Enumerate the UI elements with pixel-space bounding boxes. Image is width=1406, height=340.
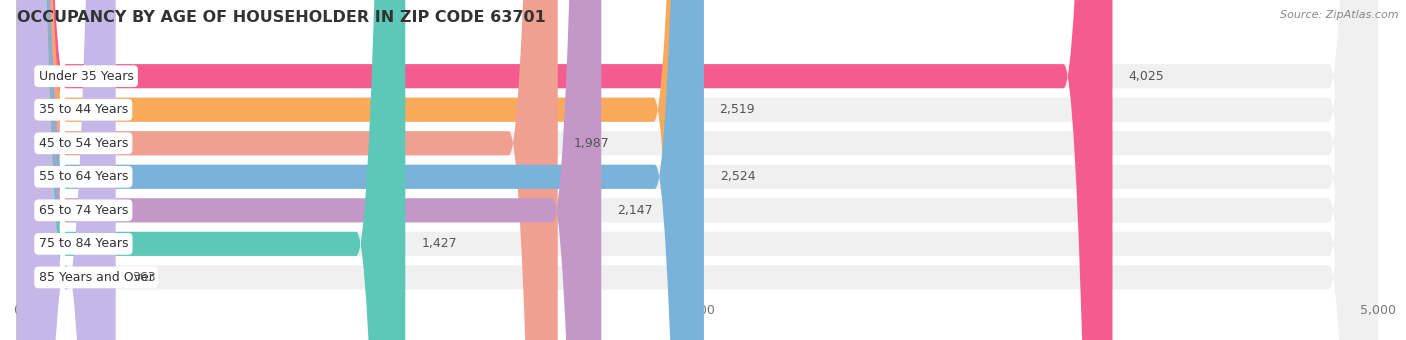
FancyBboxPatch shape xyxy=(17,0,704,340)
FancyBboxPatch shape xyxy=(17,0,1378,340)
Text: 75 to 84 Years: 75 to 84 Years xyxy=(38,237,128,250)
FancyBboxPatch shape xyxy=(17,0,558,340)
Text: 85 Years and Over: 85 Years and Over xyxy=(38,271,153,284)
FancyBboxPatch shape xyxy=(17,0,1378,340)
FancyBboxPatch shape xyxy=(17,0,1378,340)
FancyBboxPatch shape xyxy=(17,0,1378,340)
FancyBboxPatch shape xyxy=(17,0,1378,340)
Text: 2,147: 2,147 xyxy=(617,204,654,217)
Text: Under 35 Years: Under 35 Years xyxy=(38,70,134,83)
Text: 4,025: 4,025 xyxy=(1129,70,1164,83)
Text: 1,987: 1,987 xyxy=(574,137,610,150)
FancyBboxPatch shape xyxy=(17,0,1112,340)
Text: 55 to 64 Years: 55 to 64 Years xyxy=(38,170,128,183)
FancyBboxPatch shape xyxy=(17,0,1378,340)
FancyBboxPatch shape xyxy=(17,0,703,340)
Text: OCCUPANCY BY AGE OF HOUSEHOLDER IN ZIP CODE 63701: OCCUPANCY BY AGE OF HOUSEHOLDER IN ZIP C… xyxy=(17,10,546,25)
FancyBboxPatch shape xyxy=(17,0,405,340)
Text: 363: 363 xyxy=(132,271,156,284)
Text: 2,519: 2,519 xyxy=(718,103,755,116)
Text: 35 to 44 Years: 35 to 44 Years xyxy=(38,103,128,116)
FancyBboxPatch shape xyxy=(17,0,1378,340)
FancyBboxPatch shape xyxy=(17,0,602,340)
FancyBboxPatch shape xyxy=(17,0,115,340)
Text: 1,427: 1,427 xyxy=(422,237,457,250)
Text: 65 to 74 Years: 65 to 74 Years xyxy=(38,204,128,217)
Text: 45 to 54 Years: 45 to 54 Years xyxy=(38,137,128,150)
Text: Source: ZipAtlas.com: Source: ZipAtlas.com xyxy=(1281,10,1399,20)
Text: 2,524: 2,524 xyxy=(720,170,756,183)
